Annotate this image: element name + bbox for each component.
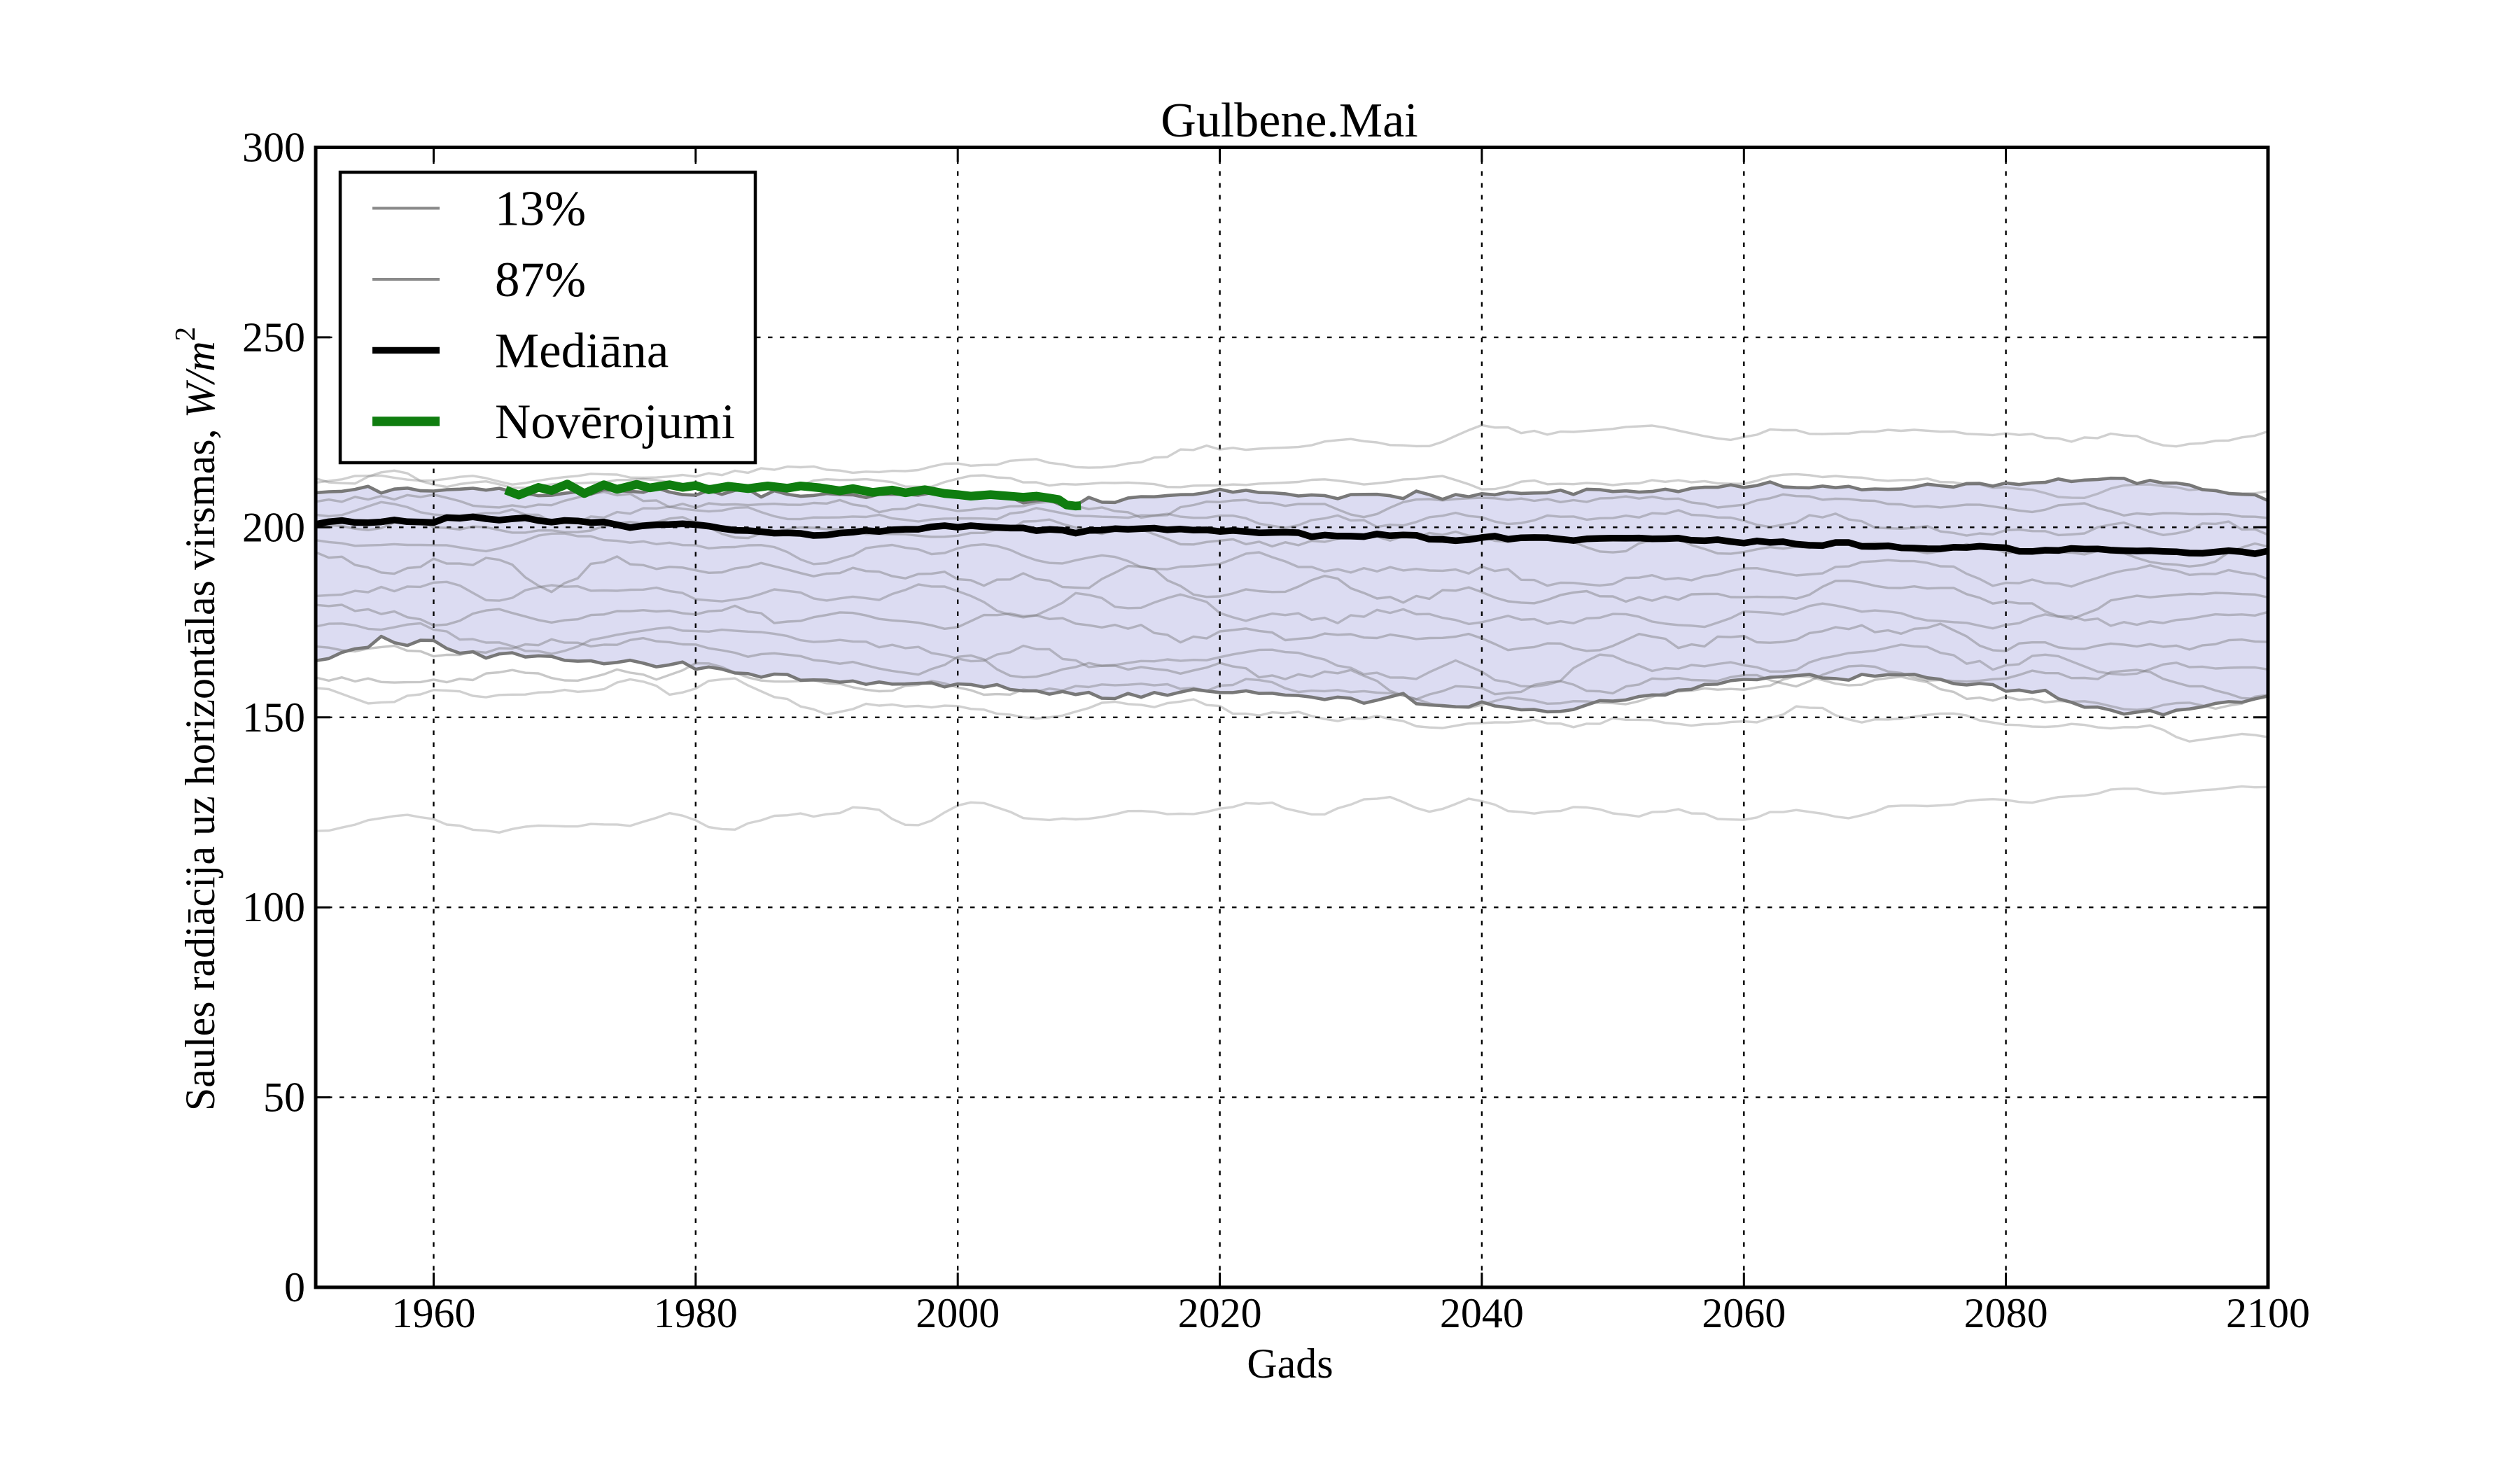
svg-text:1960: 1960 (392, 1290, 476, 1336)
svg-text:13%: 13% (495, 182, 586, 237)
svg-text:0: 0 (284, 1264, 305, 1310)
svg-text:Mediāna: Mediāna (495, 324, 668, 379)
svg-text:Gulbene.Mai: Gulbene.Mai (1161, 94, 1418, 148)
svg-text:2100: 2100 (2226, 1290, 2310, 1336)
svg-text:250: 250 (242, 314, 305, 360)
svg-text:50: 50 (263, 1074, 305, 1121)
svg-text:300: 300 (242, 125, 305, 171)
svg-text:2020: 2020 (1178, 1290, 1262, 1336)
svg-text:Saules radiācija uz horizontāl: Saules radiācija uz horizontālas virsmas… (169, 327, 223, 1111)
svg-text:Gads: Gads (1247, 1340, 1333, 1387)
svg-text:100: 100 (242, 884, 305, 930)
svg-text:150: 150 (242, 694, 305, 741)
svg-text:2040: 2040 (1440, 1290, 1524, 1336)
svg-text:200: 200 (242, 504, 305, 550)
svg-text:2080: 2080 (1964, 1290, 2048, 1336)
svg-text:1980: 1980 (654, 1290, 738, 1336)
svg-text:87%: 87% (495, 253, 586, 307)
svg-text:2060: 2060 (1702, 1290, 1786, 1336)
svg-text:Novērojumi: Novērojumi (495, 395, 735, 449)
svg-text:2000: 2000 (916, 1290, 1000, 1336)
